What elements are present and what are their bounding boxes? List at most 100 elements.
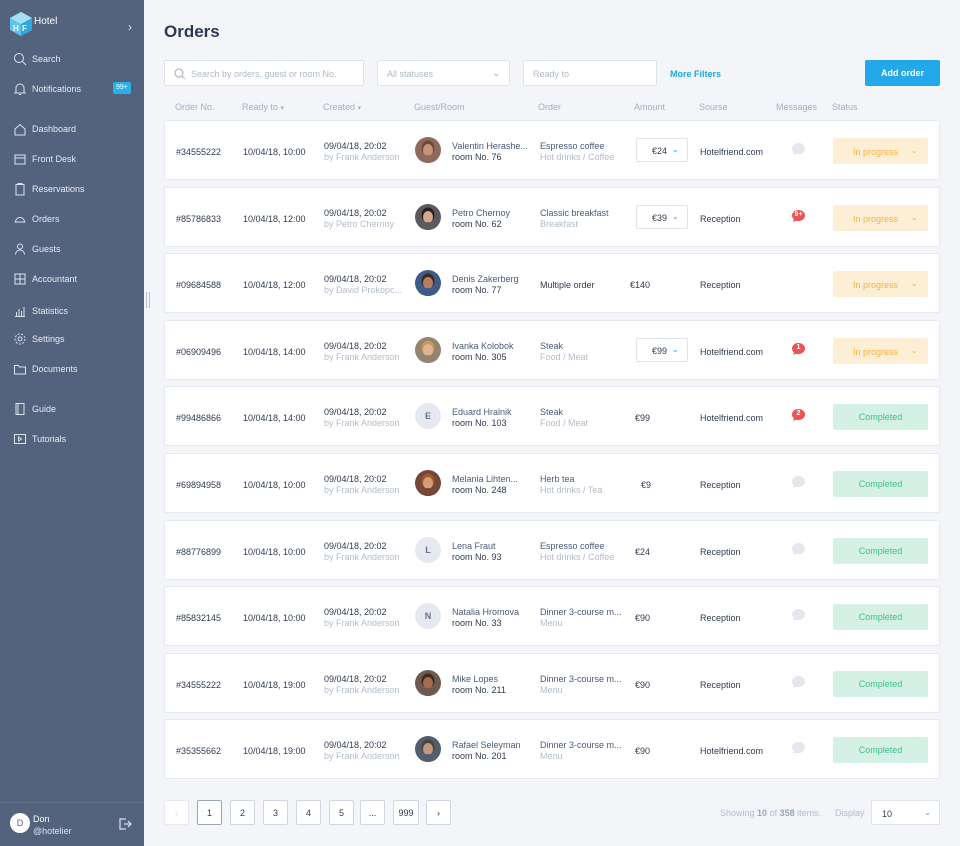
- message-icon[interactable]: [791, 475, 806, 489]
- status-badge[interactable]: Completed: [833, 737, 928, 763]
- sidebar-item-settings[interactable]: Settings: [0, 330, 144, 350]
- status-badge[interactable]: Completed: [833, 404, 928, 430]
- table-row[interactable]: #34555222 10/04/18, 19:00 09/04/18, 20:02 b…: [164, 653, 940, 713]
- message-icon[interactable]: 9+: [791, 209, 806, 223]
- guest-name[interactable]: Lena Fraut: [452, 541, 496, 551]
- guest-name[interactable]: Ivanka Kolobok: [452, 341, 514, 351]
- message-icon[interactable]: [791, 608, 806, 622]
- ready-to-input[interactable]: [533, 66, 651, 81]
- table-row[interactable]: #06909496 10/04/18, 14:00 09/04/18, 20:02 b…: [164, 320, 940, 380]
- sidebar-item-search[interactable]: Search: [0, 50, 144, 70]
- status-badge[interactable]: Completed: [833, 538, 928, 564]
- guest-name[interactable]: Mike Lopes: [452, 674, 499, 684]
- created-time: 09/04/18, 20:02: [324, 607, 387, 617]
- guest-name[interactable]: Natalia Hromova: [452, 607, 520, 617]
- more-filters-link[interactable]: More Filters: [670, 69, 722, 79]
- page-button-1[interactable]: 1: [197, 800, 222, 825]
- order-item[interactable]: Steak: [540, 407, 564, 417]
- table-row[interactable]: #35355662 10/04/18, 19:00 09/04/18, 20:02 b…: [164, 719, 940, 779]
- message-icon[interactable]: 1: [791, 342, 806, 356]
- display-count-select[interactable]: 10 ⌄: [871, 800, 940, 825]
- page-button-2[interactable]: 2: [230, 800, 255, 825]
- display-label: Display: [835, 808, 865, 818]
- order-item[interactable]: Espresso coffee: [540, 541, 605, 551]
- status-dropdown[interactable]: In progress ⌄: [833, 338, 928, 364]
- order-item[interactable]: Multiple order: [540, 280, 595, 290]
- column-header-created[interactable]: Created ▾: [323, 102, 362, 112]
- guest-name[interactable]: Petro Chernoy: [452, 208, 511, 218]
- ready-to-field[interactable]: [523, 60, 657, 86]
- avatar: E: [415, 403, 441, 429]
- status-badge[interactable]: Completed: [833, 604, 928, 630]
- order-number: #35355662: [176, 746, 222, 756]
- sidebar-item-tutorials[interactable]: Tutorials: [0, 430, 144, 450]
- order-item[interactable]: Dinner 3-course m...: [540, 674, 622, 684]
- add-order-button[interactable]: Add order: [865, 60, 940, 86]
- search-input-box[interactable]: [164, 60, 364, 86]
- status-label: In progress: [853, 347, 899, 357]
- page-button-4[interactable]: 4: [296, 800, 321, 825]
- sidebar-item-accountant[interactable]: Accountant: [0, 270, 144, 290]
- table-row[interactable]: #99486866 10/04/18, 14:00 09/04/18, 20:02 b…: [164, 386, 940, 446]
- brand-name: Hotel: [34, 16, 58, 27]
- page-ellipsis[interactable]: ...: [360, 800, 385, 825]
- order-item[interactable]: Espresso coffee: [540, 141, 605, 151]
- search-input[interactable]: [191, 66, 359, 81]
- table-row[interactable]: #85786833 10/04/18, 12:00 09/04/18, 20:02 b…: [164, 187, 940, 247]
- column-header-ready-to[interactable]: Ready to ▾: [242, 102, 285, 112]
- status-filter-select[interactable]: All statuses ⌄: [377, 60, 510, 86]
- page-button-3[interactable]: 3: [263, 800, 288, 825]
- status-dropdown[interactable]: In progress ⌄: [833, 138, 928, 164]
- message-icon[interactable]: [791, 741, 806, 755]
- page-button-5[interactable]: 5: [329, 800, 354, 825]
- message-icon[interactable]: 2: [791, 408, 806, 422]
- status-dropdown[interactable]: In progress ⌄: [833, 271, 928, 297]
- table-row[interactable]: #34555222 10/04/18, 10:00 09/04/18, 20:02 b…: [164, 120, 940, 180]
- amount-select[interactable]: €24 ⌄: [636, 138, 688, 162]
- table-row[interactable]: #69894958 10/04/18, 10:00 09/04/18, 20:02 b…: [164, 453, 940, 513]
- sidebar-item-notifications[interactable]: Notifications 99+: [0, 80, 144, 100]
- order-item[interactable]: Dinner 3-course m...: [540, 740, 622, 750]
- chat-bubble-icon: [792, 742, 805, 754]
- brand[interactable]: H F: [10, 12, 32, 36]
- amount-select[interactable]: €39 ⌄: [636, 205, 688, 229]
- guest-name[interactable]: Valentin Herashe...: [452, 141, 528, 151]
- guest-name[interactable]: Rafael Seleyman: [452, 740, 521, 750]
- prev-page-button[interactable]: ‹: [164, 800, 189, 825]
- sidebar-item-guide[interactable]: Guide: [0, 400, 144, 420]
- sidebar-resize-handle[interactable]: [146, 292, 150, 308]
- order-item[interactable]: Steak: [540, 341, 564, 351]
- sidebar-item-guests[interactable]: Guests: [0, 240, 144, 260]
- sidebar-item-dashboard[interactable]: Dashboard: [0, 120, 144, 140]
- page-button-999[interactable]: 999: [393, 800, 419, 825]
- table-row[interactable]: #85832145 10/04/18, 10:00 09/04/18, 20:02 b…: [164, 586, 940, 646]
- message-icon[interactable]: [791, 542, 806, 556]
- status-badge[interactable]: Completed: [833, 671, 928, 697]
- order-item[interactable]: Classic breakfast: [540, 208, 609, 218]
- chat-bubble-icon: [792, 143, 805, 155]
- sidebar-item-reservations[interactable]: Reservations: [0, 180, 144, 200]
- status-badge[interactable]: Completed: [833, 471, 928, 497]
- sidebar-item-documents[interactable]: Documents: [0, 360, 144, 380]
- message-icon[interactable]: [791, 142, 806, 156]
- order-item[interactable]: Dinner 3-course m...: [540, 607, 622, 617]
- amount-select[interactable]: €99 ⌄: [636, 338, 688, 362]
- status-label: In progress: [853, 147, 899, 157]
- next-page-button[interactable]: ›: [426, 800, 451, 825]
- logout-icon[interactable]: [118, 817, 132, 831]
- created-time: 09/04/18, 20:02: [324, 341, 387, 351]
- guest-name[interactable]: Melania Lihten...: [452, 474, 519, 484]
- order-item[interactable]: Herb tea: [540, 474, 575, 484]
- sidebar-item-orders[interactable]: Orders: [0, 210, 144, 230]
- message-icon[interactable]: [791, 675, 806, 689]
- sidebar-item-statistics[interactable]: Statistics: [0, 302, 144, 322]
- table-row[interactable]: #88776899 10/04/18, 10:00 09/04/18, 20:02 b…: [164, 520, 940, 580]
- guest-name[interactable]: Denis Zakerberg: [452, 274, 519, 284]
- guest-name[interactable]: Eduard Hralnik: [452, 407, 512, 417]
- sidebar-item-front-desk[interactable]: Front Desk: [0, 150, 144, 170]
- chevron-down-icon: ⌄: [911, 213, 918, 222]
- avatar[interactable]: D: [10, 813, 30, 833]
- status-dropdown[interactable]: In progress ⌄: [833, 205, 928, 231]
- table-row[interactable]: #09684588 10/04/18, 12:00 09/04/18, 20:02 b…: [164, 253, 940, 313]
- chevron-right-icon[interactable]: ›: [128, 20, 132, 34]
